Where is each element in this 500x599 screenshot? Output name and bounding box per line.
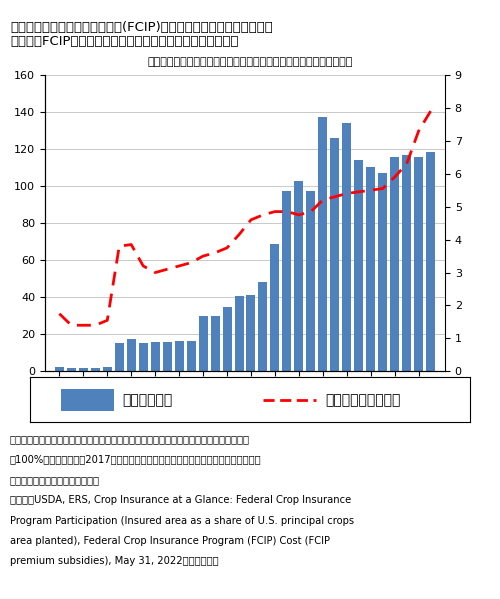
Bar xyxy=(270,244,280,371)
Text: 作付面積の付保割合: 作付面積の付保割合 xyxy=(325,393,400,407)
Bar xyxy=(234,297,244,371)
Bar xyxy=(414,158,423,371)
Bar xyxy=(67,368,76,371)
Bar xyxy=(306,190,316,371)
Bar xyxy=(79,368,88,371)
Text: （表）米国の連邦作物保険制度(FCIP)の下に付保された作物作付面積: （表）米国の連邦作物保険制度(FCIP)の下に付保された作物作付面積 xyxy=(10,21,273,34)
Bar xyxy=(186,341,196,371)
Bar xyxy=(115,343,124,371)
Bar xyxy=(222,307,232,371)
Bar xyxy=(282,190,292,371)
Bar xyxy=(103,367,112,371)
Bar xyxy=(402,155,411,371)
Bar xyxy=(162,341,172,371)
Bar xyxy=(390,158,399,371)
Bar xyxy=(138,343,147,371)
Bar xyxy=(354,160,364,371)
Bar xyxy=(378,173,387,371)
Bar xyxy=(198,316,207,371)
Text: の割合とFCIPによる農家への掛金補助総額の推移（注参照）: の割合とFCIPによる農家への掛金補助総額の推移（注参照） xyxy=(10,35,238,48)
Bar xyxy=(258,282,268,371)
Text: ＜単位＞左：付保面積の割合％、右：掛金補助の年間総額１０億ドル: ＜単位＞左：付保面積の割合％、右：掛金補助の年間総額１０億ドル xyxy=(148,57,352,67)
Bar xyxy=(246,295,256,371)
Bar xyxy=(174,341,184,371)
Text: （注）作物保険が付保された各種作物の作付面積の総作付面積に占める割合（左目盛り）: （注）作物保険が付保された各種作物の作付面積の総作付面積に占める割合（左目盛り） xyxy=(10,434,250,444)
Bar xyxy=(366,167,375,371)
Text: area planted), Federal Crop Insurance Program (FCIP) Cost (FCIP: area planted), Federal Crop Insurance Pr… xyxy=(10,536,330,546)
Bar xyxy=(126,339,136,371)
Bar xyxy=(294,180,304,371)
Bar xyxy=(55,367,64,371)
Bar xyxy=(342,123,351,371)
Text: 掛金の補助額: 掛金の補助額 xyxy=(122,393,172,407)
Text: Program Participation (Insured area as a share of U.S. principal crops: Program Participation (Insured area as a… xyxy=(10,516,354,526)
FancyBboxPatch shape xyxy=(61,389,114,411)
Text: （資料）USDA, ERS, Crop Insurance at a Glance: Federal Crop Insurance: （資料）USDA, ERS, Crop Insurance at a Glanc… xyxy=(10,495,351,506)
Text: premium subsidies), May 31, 2022　より作成。: premium subsidies), May 31, 2022 より作成。 xyxy=(10,556,218,567)
Text: の対象に組み入れられたからだ。: の対象に組み入れられたからだ。 xyxy=(10,475,100,485)
Bar xyxy=(330,138,340,371)
Bar xyxy=(426,152,435,371)
Bar xyxy=(210,316,220,371)
Bar xyxy=(150,341,160,371)
Text: が100%を超えるのは、2017年の制度改正によって穀物、野菜等の二毛作も作物保険: が100%を超えるのは、2017年の制度改正によって穀物、野菜等の二毛作も作物保… xyxy=(10,455,262,465)
Bar xyxy=(91,368,100,371)
Bar xyxy=(318,117,328,371)
